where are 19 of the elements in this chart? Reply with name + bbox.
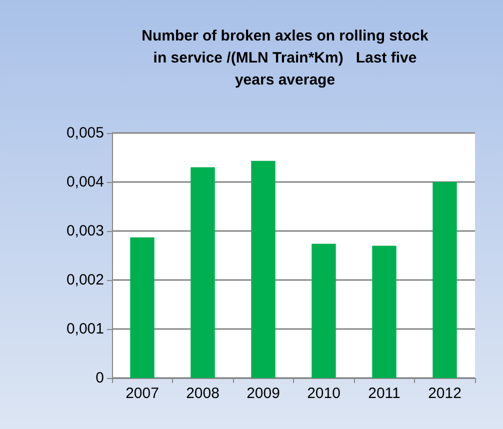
y-tick-label: 0,001 bbox=[66, 320, 104, 338]
chart-title: Number of broken axles on rolling stock in service /(MLN Train*Km) Last five years average bbox=[142, 28, 430, 88]
y-tick-label: 0,004 bbox=[66, 174, 104, 190]
x-tick-label: 2009 bbox=[246, 385, 280, 402]
bar bbox=[130, 237, 154, 378]
x-tick-label: 2010 bbox=[307, 385, 340, 402]
bar bbox=[432, 182, 457, 378]
y-tick-label: 0,002 bbox=[66, 272, 104, 288]
y-tick-label: 0 bbox=[96, 370, 104, 386]
y-tick-label: 0,005 bbox=[66, 124, 104, 142]
bar bbox=[372, 246, 396, 378]
x-tick-label: 2008 bbox=[186, 385, 220, 402]
y-tick-label: 0,003 bbox=[66, 222, 104, 240]
x-tick-label: 2011 bbox=[368, 385, 400, 402]
bar bbox=[251, 160, 276, 378]
x-tick-label: 2012 bbox=[428, 385, 462, 402]
bar bbox=[312, 244, 336, 378]
bar bbox=[190, 167, 215, 378]
x-tick-label: 2007 bbox=[126, 385, 159, 402]
